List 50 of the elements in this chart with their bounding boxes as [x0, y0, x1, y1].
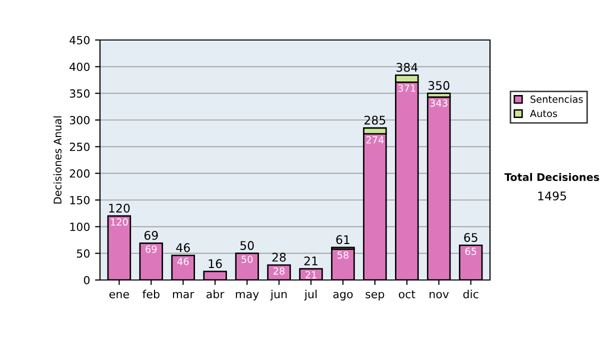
x-tick-label: feb [142, 290, 160, 298]
y-tick-label: 250 [70, 142, 90, 152]
legend-label: Sentencias [530, 95, 583, 103]
total-label: 384 [396, 62, 418, 72]
total-label: 120 [109, 204, 130, 213]
x-tick-label: nov [430, 292, 449, 298]
data-label: 120 [110, 218, 128, 226]
x-tick-label: sep [366, 292, 384, 300]
data-label: 46 [177, 258, 189, 266]
x-tick-label: mar [173, 292, 194, 298]
total-label: 16 [208, 259, 222, 268]
y-tick-label: 0 [84, 276, 90, 284]
data-label: 274 [366, 136, 384, 144]
total-label: 65 [464, 233, 478, 242]
y-tick-label: 100 [70, 222, 90, 232]
x-tick-label: oct [398, 290, 416, 298]
y-tick-label: 350 [70, 89, 90, 98]
x-tick-label: abr [206, 290, 224, 298]
y-tick-label: 50 [76, 249, 90, 258]
data-label: 58 [338, 251, 348, 259]
x-tick-label: ene [109, 292, 129, 298]
total-label: 21 [304, 256, 318, 266]
total-label: 46 [176, 243, 190, 252]
y-tick-label: 200 [70, 169, 90, 178]
x-tick-label: ago [333, 292, 353, 300]
x-tick-label: jun [270, 290, 287, 300]
data-label: 69 [146, 246, 157, 253]
x-tick-label: dic [463, 290, 478, 298]
x-tick-label: jul [304, 290, 317, 300]
data-label: 371 [398, 84, 416, 92]
y-axis-title: Decisiones Anual [53, 116, 62, 204]
total-label: 350 [428, 81, 450, 90]
data-label: 65 [465, 248, 476, 255]
y-tick-label: 150 [70, 196, 90, 204]
text: 1495 [538, 191, 566, 200]
y-tick-label: 300 [70, 116, 90, 124]
data-label: 21 [306, 271, 316, 278]
data-label: 343 [430, 99, 448, 107]
total-label: 28 [272, 252, 286, 262]
data-label: 28 [274, 267, 285, 275]
total-label: 61 [336, 235, 350, 244]
data-label: 50 [242, 256, 253, 263]
x-tick-label: may [236, 292, 259, 300]
total-label: 50 [240, 241, 254, 250]
y-tick-label: 400 [70, 62, 90, 72]
y-tick-label: 450 [70, 36, 90, 44]
total-label: 69 [144, 230, 158, 240]
total-label: 285 [364, 116, 386, 125]
text: Total Decisiones [504, 172, 600, 182]
legend-label: Autos [530, 110, 558, 118]
